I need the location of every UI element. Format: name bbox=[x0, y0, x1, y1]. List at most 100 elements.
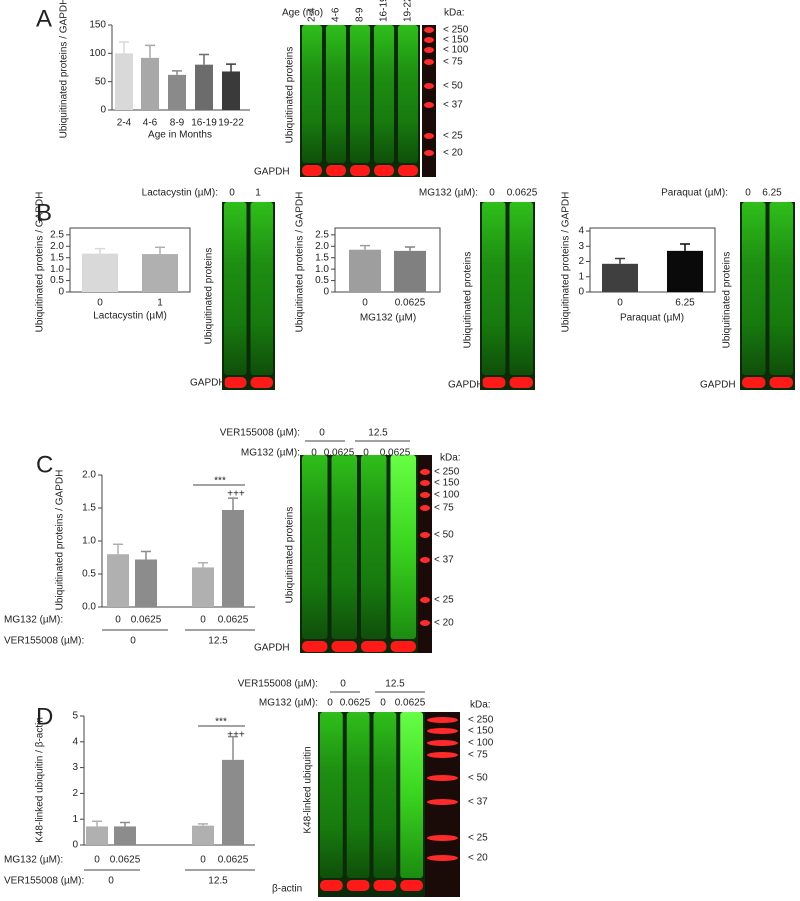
blot-label: Ubiquitinated proteins bbox=[463, 252, 474, 349]
marker-label: < 150 bbox=[468, 726, 494, 737]
loading-label: GAPDH bbox=[190, 378, 226, 389]
marker-label: < 25 bbox=[443, 131, 463, 142]
blot-label: Ubiquitinated proteins bbox=[285, 47, 296, 144]
blot-lane bbox=[482, 202, 506, 375]
blot-lane bbox=[398, 25, 418, 163]
marker-band bbox=[424, 47, 434, 53]
y-tick-label: 3 bbox=[578, 241, 584, 252]
blot-lane bbox=[250, 202, 273, 375]
marker-band bbox=[420, 505, 430, 511]
marker-label: < 75 bbox=[468, 750, 488, 761]
y-tick-label: 50 bbox=[95, 76, 107, 87]
marker-band bbox=[420, 597, 430, 603]
loading-band bbox=[250, 377, 273, 388]
y-axis-label: Ubiquitinated proteins / GAPDH bbox=[561, 192, 572, 333]
error-bar bbox=[680, 243, 690, 251]
y-axis-label: Ubiquitinated proteins / GAPDH bbox=[59, 0, 70, 138]
lane-label: 0 bbox=[380, 698, 386, 709]
x-tick-label: 0 bbox=[115, 615, 121, 626]
marker-title: kDa: bbox=[440, 453, 461, 464]
marker-label: < 75 bbox=[434, 503, 454, 514]
y-tick-label: 1.0 bbox=[82, 536, 96, 547]
loading-label: GAPDH bbox=[700, 380, 736, 391]
lane-label: 6.25 bbox=[762, 188, 782, 199]
y-tick-label: 0.5 bbox=[315, 275, 329, 286]
loading-band bbox=[390, 641, 416, 652]
marker-band bbox=[427, 740, 458, 746]
category-row-label: MG132 (µM): bbox=[4, 615, 63, 626]
group-label: 12.5 bbox=[208, 636, 228, 647]
error-bar bbox=[145, 44, 155, 58]
blot-lane bbox=[742, 202, 766, 375]
blot-lane bbox=[350, 25, 370, 163]
loading-band bbox=[374, 165, 394, 176]
x-tick-label: 6.25 bbox=[675, 298, 695, 309]
loading-band bbox=[302, 641, 328, 652]
loading-band bbox=[769, 377, 793, 388]
y-tick-label: 1.5 bbox=[82, 503, 96, 514]
plot-frame bbox=[334, 227, 441, 293]
marker-band bbox=[420, 480, 430, 486]
marker-band bbox=[427, 717, 458, 723]
marker-label: < 150 bbox=[443, 35, 469, 46]
x-tick-label: 0 bbox=[97, 298, 103, 309]
bar bbox=[168, 74, 186, 110]
lane-label: 0 bbox=[489, 188, 495, 199]
marker-band bbox=[424, 37, 434, 43]
loading-band bbox=[326, 165, 346, 176]
group-header: VER155008 (µM): bbox=[238, 679, 318, 690]
loading-band bbox=[400, 880, 423, 891]
loading-band bbox=[350, 165, 370, 176]
blot-lane bbox=[302, 25, 322, 163]
error-bar bbox=[113, 543, 123, 555]
marker-label: < 250 bbox=[468, 715, 494, 726]
error-bar bbox=[198, 823, 208, 826]
marker-label: < 250 bbox=[443, 25, 469, 36]
blot-label: Ubiquitinated proteins bbox=[722, 252, 733, 349]
marker-band bbox=[420, 469, 430, 475]
blot-label: K48-linked ubiquitin bbox=[303, 746, 314, 833]
group-label: 0 bbox=[340, 679, 346, 690]
lane-label: 4-6 bbox=[331, 7, 342, 22]
marker-band bbox=[420, 532, 430, 538]
bar bbox=[86, 826, 108, 845]
marker-band bbox=[420, 492, 430, 498]
lane-header: Lactacystin (µM): bbox=[142, 188, 218, 199]
y-tick-label: 2 bbox=[578, 256, 584, 267]
marker-label: < 100 bbox=[434, 490, 460, 501]
x-tick-label: 0.0625 bbox=[131, 615, 162, 626]
x-axis-label: MG132 (µM) bbox=[360, 313, 416, 324]
group-row-label: VER155008 (µM): bbox=[4, 636, 84, 647]
blot-label: Ubiquitinated proteins bbox=[204, 248, 215, 345]
group-label: 12.5 bbox=[385, 679, 405, 690]
lane-header: MG132 (µM): bbox=[241, 448, 300, 459]
y-tick-label: 2.0 bbox=[50, 241, 64, 252]
marker-lane bbox=[418, 455, 432, 653]
group-row-label: VER155008 (µM): bbox=[4, 876, 84, 887]
marker-label: < 37 bbox=[468, 797, 488, 808]
marker-band bbox=[424, 27, 434, 33]
loading-band bbox=[482, 377, 506, 388]
error-bar bbox=[405, 246, 415, 251]
marker-label: < 37 bbox=[443, 100, 463, 111]
bar bbox=[195, 64, 213, 110]
panel-letter: D bbox=[36, 703, 53, 730]
marker-band bbox=[424, 83, 434, 89]
loading-band bbox=[742, 377, 766, 388]
lane-label: 19-22 bbox=[403, 0, 414, 22]
bar bbox=[667, 250, 703, 292]
marker-title: kDa: bbox=[444, 8, 465, 19]
lane-header: MG132 (µM): bbox=[419, 188, 478, 199]
bar bbox=[115, 53, 133, 110]
marker-band bbox=[427, 752, 458, 758]
x-tick-label: 0.0625 bbox=[218, 615, 249, 626]
bar bbox=[114, 826, 136, 845]
blot-lane bbox=[509, 202, 533, 375]
lane-label: 16-19 bbox=[379, 0, 390, 22]
group-label: 12.5 bbox=[208, 876, 228, 887]
marker-label: < 25 bbox=[468, 833, 488, 844]
error-bar bbox=[228, 497, 238, 510]
blot-lane bbox=[373, 712, 397, 878]
bar bbox=[107, 554, 129, 607]
